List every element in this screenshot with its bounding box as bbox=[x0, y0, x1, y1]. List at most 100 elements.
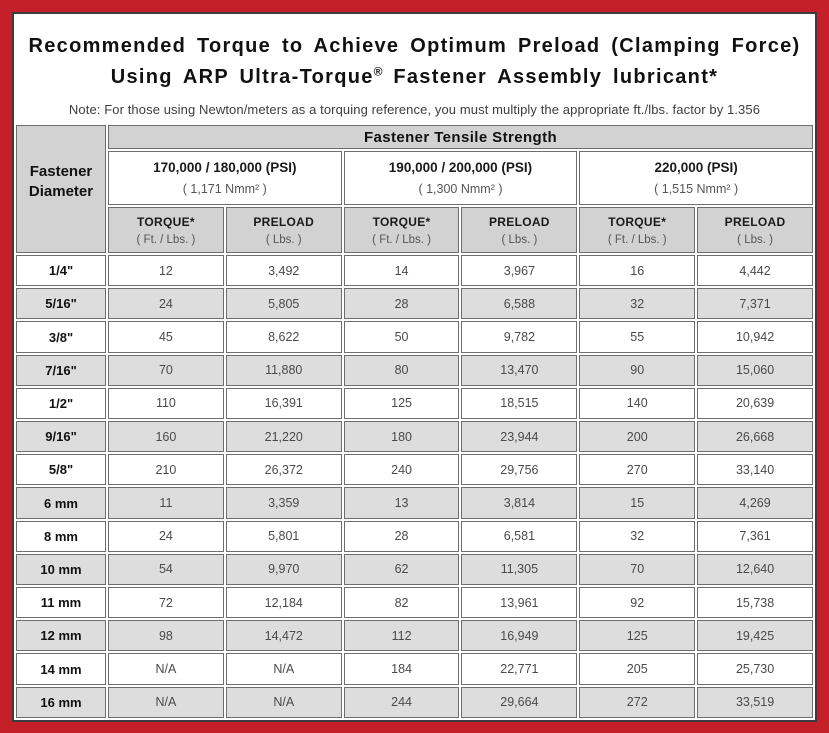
preload-value-cell: 15,060 bbox=[697, 354, 813, 386]
diameter-cell: 16 mm bbox=[16, 686, 106, 718]
fastener-diameter-header: Fastener Diameter bbox=[16, 125, 106, 253]
preload-value-cell: 14,472 bbox=[225, 620, 342, 652]
preload-value-cell: 29,756 bbox=[461, 454, 578, 486]
preload-value-cell: 16,949 bbox=[461, 620, 578, 652]
torque-preload-header-row: TORQUE* ( Ft. / Lbs. ) PRELOAD ( Lbs. ) TORQ… bbox=[16, 207, 813, 253]
diameter-cell: 9/16" bbox=[16, 421, 106, 453]
preload-value-cell: 20,639 bbox=[697, 387, 813, 420]
preload-value-cell: 26,668 bbox=[697, 421, 813, 453]
strength-group-header-190-200: 190,000 / 200,000 (PSI) ( 1,300 Nmm² ) bbox=[343, 151, 578, 205]
table-row: 6 mm 11 3,359 13 3,814 15 4,269 bbox=[16, 487, 813, 519]
page-title-line-1: Recommended Torque to Achieve Optimum Pr… bbox=[28, 35, 801, 57]
document-frame: Recommended Torque to Achieve Optimum Pr… bbox=[12, 12, 817, 722]
nmm-label-1300: ( 1,300 Nmm² ) bbox=[418, 182, 503, 196]
diameter-cell: 10 mm bbox=[16, 553, 106, 586]
torque-value-cell: 72 bbox=[108, 587, 224, 619]
table-row: 16 mm N/A N/A 244 29,664 272 33,519 bbox=[16, 686, 813, 718]
preload-value-cell: 3,359 bbox=[225, 487, 342, 519]
torque-value-cell: 160 bbox=[108, 421, 224, 453]
table-row: 5/8" 210 26,372 240 29,756 270 33,140 bbox=[16, 454, 813, 486]
preload-value-cell: 33,140 bbox=[697, 454, 813, 486]
torque-header: TORQUE* ( Ft. / Lbs. ) bbox=[108, 207, 224, 253]
torque-value-cell: 55 bbox=[579, 321, 696, 353]
torque-value-cell: 32 bbox=[579, 288, 696, 320]
preload-value-cell: 11,305 bbox=[461, 553, 578, 586]
torque-value-cell: 80 bbox=[343, 354, 460, 386]
torque-value-cell: 272 bbox=[579, 686, 696, 718]
table-row: 1/4" 12 3,492 14 3,967 16 4,442 bbox=[16, 255, 813, 287]
torque-value-cell: 205 bbox=[579, 653, 696, 685]
preload-value-cell: 6,581 bbox=[461, 520, 578, 552]
torque-value-cell: 28 bbox=[343, 288, 460, 320]
tensile-strength-header: Fastener Tensile Strength bbox=[108, 125, 813, 149]
torque-value-cell: 28 bbox=[343, 520, 460, 552]
preload-value-cell: 4,269 bbox=[697, 487, 813, 519]
torque-header: TORQUE* ( Ft. / Lbs. ) bbox=[343, 207, 460, 253]
table-row: 14 mm N/A N/A 184 22,771 205 25,730 bbox=[16, 653, 813, 685]
torque-value-cell: 13 bbox=[343, 487, 460, 519]
torque-value-cell: N/A bbox=[108, 653, 224, 685]
torque-value-cell: 70 bbox=[108, 354, 224, 386]
torque-value-cell: 24 bbox=[108, 520, 224, 552]
preload-value-cell: 11,880 bbox=[225, 354, 342, 386]
torque-value-cell: 82 bbox=[343, 587, 460, 619]
torque-value-cell: 244 bbox=[343, 686, 460, 718]
preload-value-cell: 13,961 bbox=[461, 587, 578, 619]
diameter-cell: 12 mm bbox=[16, 620, 106, 652]
torque-value-cell: 70 bbox=[579, 553, 696, 586]
torque-value-cell: 14 bbox=[343, 255, 460, 287]
preload-value-cell: 6,588 bbox=[461, 288, 578, 320]
torque-value-cell: 210 bbox=[108, 454, 224, 486]
preload-value-cell: 16,391 bbox=[225, 387, 342, 420]
table-row: 8 mm 24 5,801 28 6,581 32 7,361 bbox=[16, 520, 813, 552]
preload-value-cell: 21,220 bbox=[225, 421, 342, 453]
torque-value-cell: 184 bbox=[343, 653, 460, 685]
table-row: 1/2" 110 16,391 125 18,515 140 20,639 bbox=[16, 387, 813, 420]
preload-value-cell: 8,622 bbox=[225, 321, 342, 353]
torque-value-cell: 180 bbox=[343, 421, 460, 453]
diameter-cell: 1/2" bbox=[16, 387, 106, 420]
torque-value-cell: 112 bbox=[343, 620, 460, 652]
torque-value-cell: N/A bbox=[108, 686, 224, 718]
table-row: 10 mm 54 9,970 62 11,305 70 12,640 bbox=[16, 553, 813, 586]
subheader-label: TORQUE* bbox=[372, 214, 431, 229]
subheader-unit: ( Lbs. ) bbox=[265, 233, 302, 246]
preload-value-cell: 3,967 bbox=[461, 255, 578, 287]
preload-value-cell: 12,640 bbox=[697, 553, 813, 586]
torque-value-cell: 200 bbox=[579, 421, 696, 453]
fastener-diameter-header-line2: Diameter bbox=[28, 183, 94, 200]
preload-value-cell: 13,470 bbox=[461, 354, 578, 386]
table-row: 5/16" 24 5,805 28 6,588 32 7,371 bbox=[16, 288, 813, 320]
torque-value-cell: 24 bbox=[108, 288, 224, 320]
torque-value-cell: 45 bbox=[108, 321, 224, 353]
torque-table: Fastener Diameter Fastener Tensile Stren… bbox=[14, 123, 815, 720]
torque-value-cell: 92 bbox=[579, 587, 696, 619]
torque-value-cell: 90 bbox=[579, 354, 696, 386]
preload-value-cell: N/A bbox=[225, 686, 342, 718]
preload-value-cell: 23,944 bbox=[461, 421, 578, 453]
preload-value-cell: 29,664 bbox=[461, 686, 578, 718]
table-row: 11 mm 72 12,184 82 13,961 92 15,738 bbox=[16, 587, 813, 619]
diameter-cell: 3/8" bbox=[16, 321, 106, 353]
torque-value-cell: 98 bbox=[108, 620, 224, 652]
nmm-label-1515: ( 1,515 Nmm² ) bbox=[654, 182, 739, 196]
preload-value-cell: 9,782 bbox=[461, 321, 578, 353]
preload-value-cell: 15,738 bbox=[697, 587, 813, 619]
preload-value-cell: 25,730 bbox=[697, 653, 813, 685]
diameter-cell: 5/8" bbox=[16, 454, 106, 486]
preload-value-cell: 9,970 bbox=[225, 553, 342, 586]
subheader-label: PRELOAD bbox=[253, 214, 315, 229]
torque-value-cell: 140 bbox=[579, 387, 696, 420]
diameter-cell: 6 mm bbox=[16, 487, 106, 519]
torque-value-cell: 125 bbox=[343, 387, 460, 420]
torque-value-cell: 50 bbox=[343, 321, 460, 353]
fastener-diameter-header-line1: Fastener bbox=[29, 162, 93, 180]
torque-value-cell: 54 bbox=[108, 553, 224, 586]
preload-value-cell: 7,371 bbox=[697, 288, 813, 320]
title-block: Recommended Torque to Achieve Optimum Pr… bbox=[14, 14, 815, 123]
preload-value-cell: 5,805 bbox=[225, 288, 342, 320]
diameter-cell: 11 mm bbox=[16, 587, 106, 619]
preload-value-cell: 3,492 bbox=[225, 255, 342, 287]
preload-value-cell: 5,801 bbox=[225, 520, 342, 552]
title-line-2-post: Fastener Assembly lubricant* bbox=[382, 66, 719, 88]
